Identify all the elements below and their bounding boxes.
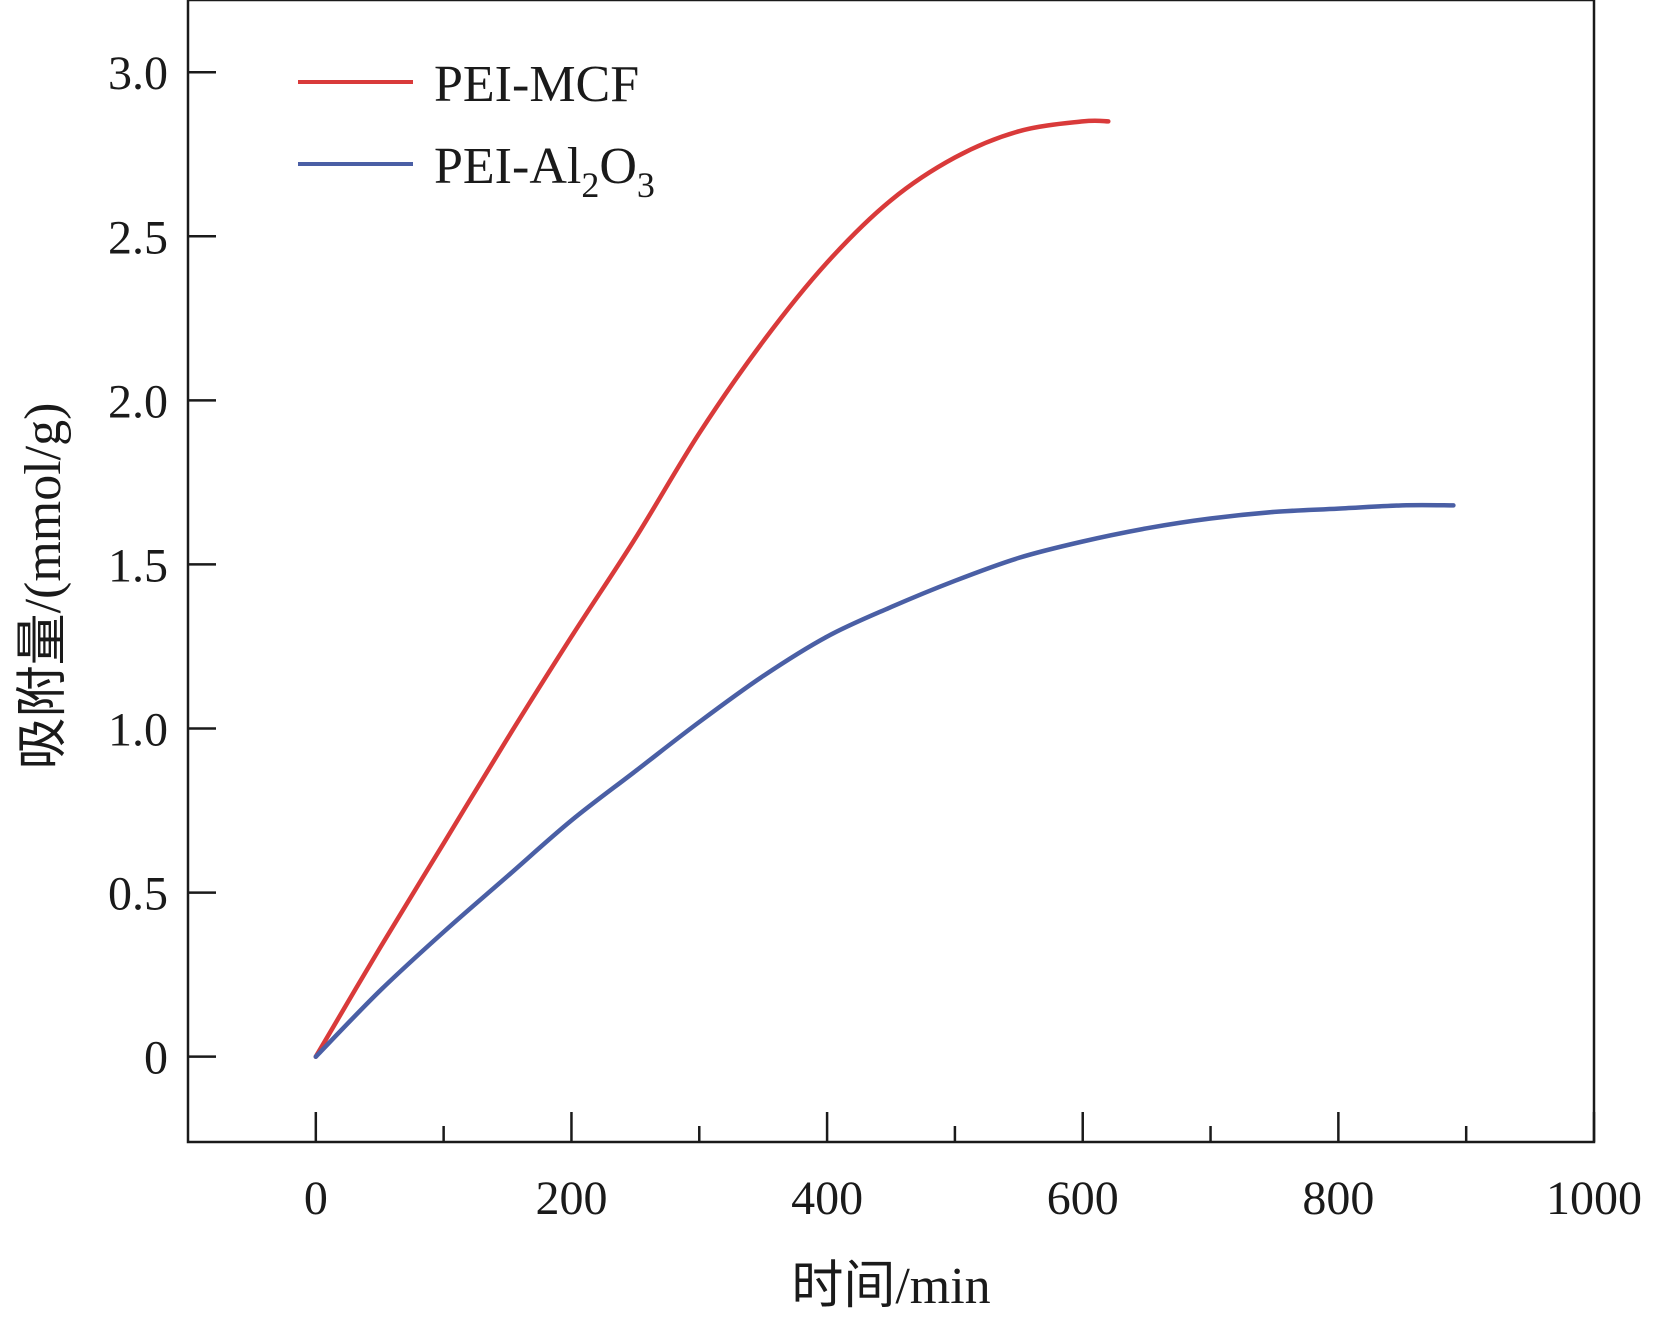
- x-tick-label-1: 200: [535, 1172, 607, 1225]
- x-tick-label-0: 0: [304, 1172, 328, 1225]
- legend-label-pei-al2o3: PEI-Al2O3: [434, 138, 655, 205]
- series-line-0: [313, 118, 1111, 1059]
- legend: PEI-MCF PEI-Al2O3: [298, 56, 655, 205]
- legend-label-al-part: PEI-Al: [434, 138, 581, 195]
- legend-label-sub-3: 3: [637, 165, 655, 205]
- x-tick-label-3: 600: [1047, 1172, 1119, 1225]
- y-tick-label-3: 1.5: [108, 539, 168, 592]
- x-axis-title: 时间/min: [791, 1258, 990, 1315]
- x-axis-ticks: 0 200 400 600 800 1000: [304, 1112, 1642, 1225]
- x-tick-label-4: 800: [1302, 1172, 1374, 1225]
- y-tick-label-5: 2.5: [108, 211, 168, 264]
- legend-label-pei-mcf: PEI-MCF: [434, 56, 639, 113]
- plot-frame: [186, 0, 1596, 1144]
- series-line-1: [313, 502, 1456, 1059]
- y-tick-label-4: 2.0: [108, 375, 168, 428]
- legend-label-sub-2: 2: [581, 165, 599, 205]
- legend-label-o-part: O: [599, 138, 637, 195]
- y-tick-label-0: 0: [144, 1032, 168, 1085]
- series-layer: [313, 118, 1456, 1059]
- x-tick-label-5: 1000: [1546, 1172, 1642, 1225]
- y-tick-label-2: 1.0: [108, 704, 168, 757]
- y-tick-label-6: 3.0: [108, 47, 168, 100]
- y-tick-label-1: 0.5: [108, 868, 168, 921]
- x-tick-label-2: 400: [791, 1172, 863, 1225]
- y-axis-title: 吸附量/(mmol/g): [15, 403, 72, 770]
- y-axis-ticks: 0 0.5 1.0 1.5 2.0 2.5 3.0: [108, 47, 216, 1085]
